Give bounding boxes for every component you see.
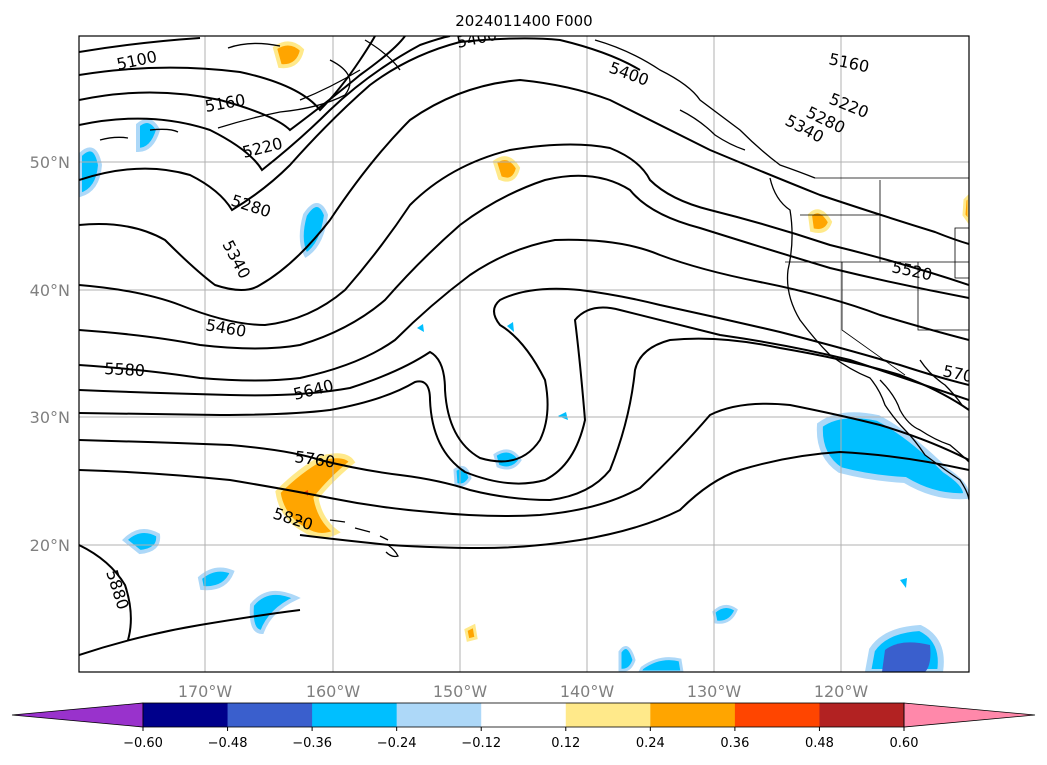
colorbar-tick-label: −0.12	[461, 736, 501, 751]
colorbar-ticks	[142, 727, 905, 731]
colorbar-segments	[143, 703, 905, 727]
lon-label-170w: 170°W	[178, 682, 233, 701]
lat-labels: 50°N 40°N 30°N 20°N	[30, 153, 70, 555]
lon-label-120w: 120°W	[814, 682, 869, 701]
colorbar-segment	[396, 703, 482, 727]
colorbar-segment	[650, 703, 736, 727]
colorbar-tick-label: −0.36	[292, 736, 332, 751]
colorbar-tick-label: 0.60	[890, 736, 919, 751]
colorbar-segment	[227, 703, 313, 727]
colorbar-extend-low	[11, 702, 144, 728]
lon-labels: 170°W 160°W 150°W 140°W 130°W 120°W	[178, 682, 869, 701]
lon-label-130w: 130°W	[687, 682, 742, 701]
map-title: 2024011400 F000	[455, 12, 592, 30]
lat-label-30n: 30°N	[30, 408, 70, 427]
colorbar-segment	[565, 703, 651, 727]
graticule	[79, 36, 969, 672]
colorbar-segment	[143, 703, 229, 727]
colorbar-tick-label: 0.24	[636, 736, 665, 751]
lat-label-40n: 40°N	[30, 281, 70, 300]
colorbar-segment	[819, 703, 905, 727]
lon-label-160w: 160°W	[306, 682, 361, 701]
colorbar-segment	[481, 703, 567, 727]
colorbar-tick-label: −0.60	[123, 736, 163, 751]
colorbar-extend-high	[903, 702, 1036, 728]
colorbar: −0.60 −0.48 −0.36 −0.24 −0.12 0.12 0.24 0.36 0.4…	[11, 702, 1036, 751]
colorbar-tick-label: −0.24	[377, 736, 417, 751]
colorbar-segment	[734, 703, 820, 727]
lon-label-150w: 150°W	[433, 682, 488, 701]
map-frame	[78, 35, 970, 673]
colorbar-tick-label: 0.12	[551, 736, 580, 751]
colorbar-tick-label: 0.36	[720, 736, 749, 751]
colorbar-labels: −0.60 −0.48 −0.36 −0.24 −0.12 0.12 0.24 0.36 0.4…	[123, 736, 918, 751]
shaded-field-blue	[79, 119, 969, 672]
colorbar-tick-label: −0.48	[208, 736, 248, 751]
colorbar-tick-label: 0.48	[805, 736, 834, 751]
colorbar-frame	[142, 702, 905, 728]
lat-label-50n: 50°N	[30, 153, 70, 172]
colorbar-segment	[312, 703, 398, 727]
contour-label-5580: 5580	[104, 359, 146, 380]
lon-label-140w: 140°W	[560, 682, 615, 701]
height-contours	[79, 36, 969, 656]
lat-label-20n: 20°N	[30, 536, 70, 555]
